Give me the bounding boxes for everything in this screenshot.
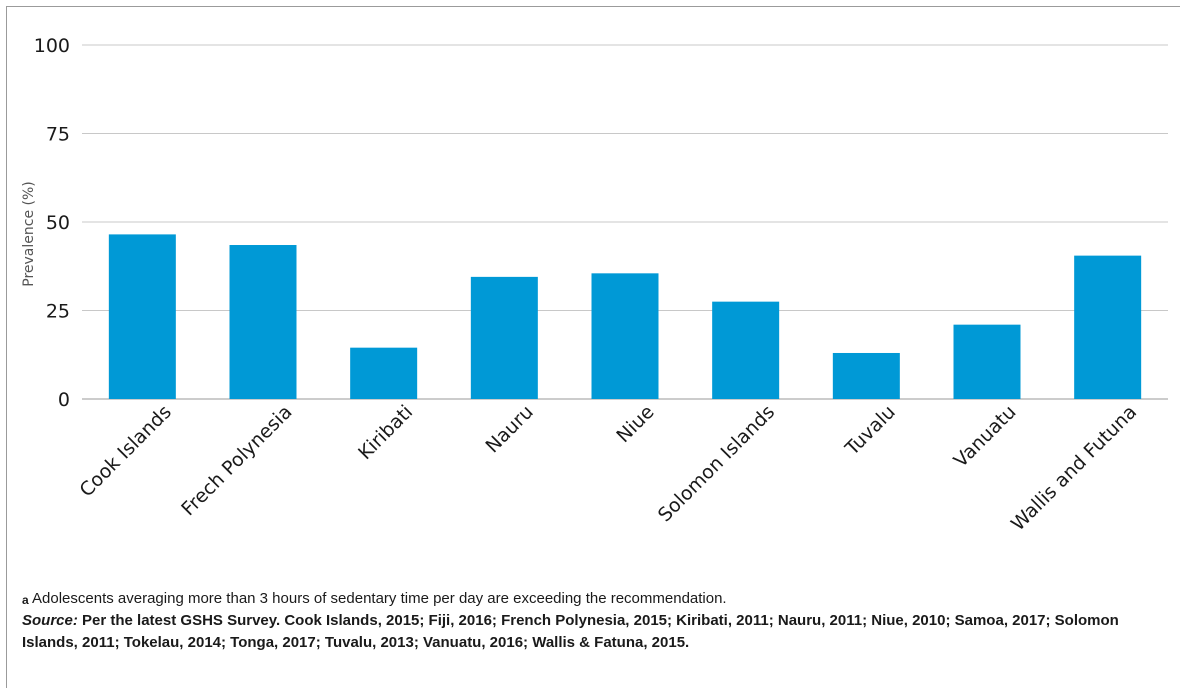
x-axis-labels: Cook Islands Frech Polynesia Kiribati Nauru… <box>75 401 1141 535</box>
y-tick-label: 50 <box>46 212 70 234</box>
x-tick-label: Vanuatu <box>950 401 1021 472</box>
bar <box>350 347 418 399</box>
bar <box>591 273 659 399</box>
bar <box>470 276 538 399</box>
bar <box>712 301 780 399</box>
x-tick-label: Cook Islands <box>75 401 175 501</box>
y-tick-label: 0 <box>58 389 70 411</box>
x-tick-label: Kiribati <box>354 401 417 464</box>
x-tick-label: Solomon Islands <box>654 401 779 526</box>
x-tick-label: Tuvalu <box>840 401 899 460</box>
bar <box>953 324 1021 399</box>
bar <box>832 352 900 399</box>
y-tick-label: 25 <box>46 301 70 323</box>
bar-chart: 0 25 50 75 100 Cook Islands Frech Polynesia Ki… <box>21 35 1168 535</box>
source-text: Per the latest GSHS Survey. Cook Islands… <box>22 612 1119 651</box>
footnote-text: Adolescents averaging more than 3 hours … <box>32 590 727 607</box>
bars <box>108 234 1142 399</box>
source-label: Source: <box>22 612 78 629</box>
bar <box>108 234 176 399</box>
chart-frame <box>6 6 1180 688</box>
footnote: a Adolescents averaging more than 3 hour… <box>22 588 1162 610</box>
x-tick-label: Frech Polynesia <box>177 401 296 520</box>
footnote-marker: a <box>22 593 29 607</box>
x-tick-label: Wallis and Futuna <box>1007 401 1141 535</box>
source-note: Source: Per the latest GSHS Survey. Cook… <box>22 610 1162 654</box>
x-tick-label: Nauru <box>481 401 537 457</box>
y-axis-ticks: 0 25 50 75 100 <box>34 35 70 411</box>
y-axis-label: Prevalence (%) <box>21 181 37 287</box>
x-tick-label: Niue <box>612 401 658 447</box>
chart-notes: a Adolescents averaging more than 3 hour… <box>22 588 1162 654</box>
bar <box>229 245 297 399</box>
y-tick-label: 100 <box>34 35 70 57</box>
bar <box>1074 255 1142 399</box>
y-tick-label: 75 <box>46 124 70 146</box>
